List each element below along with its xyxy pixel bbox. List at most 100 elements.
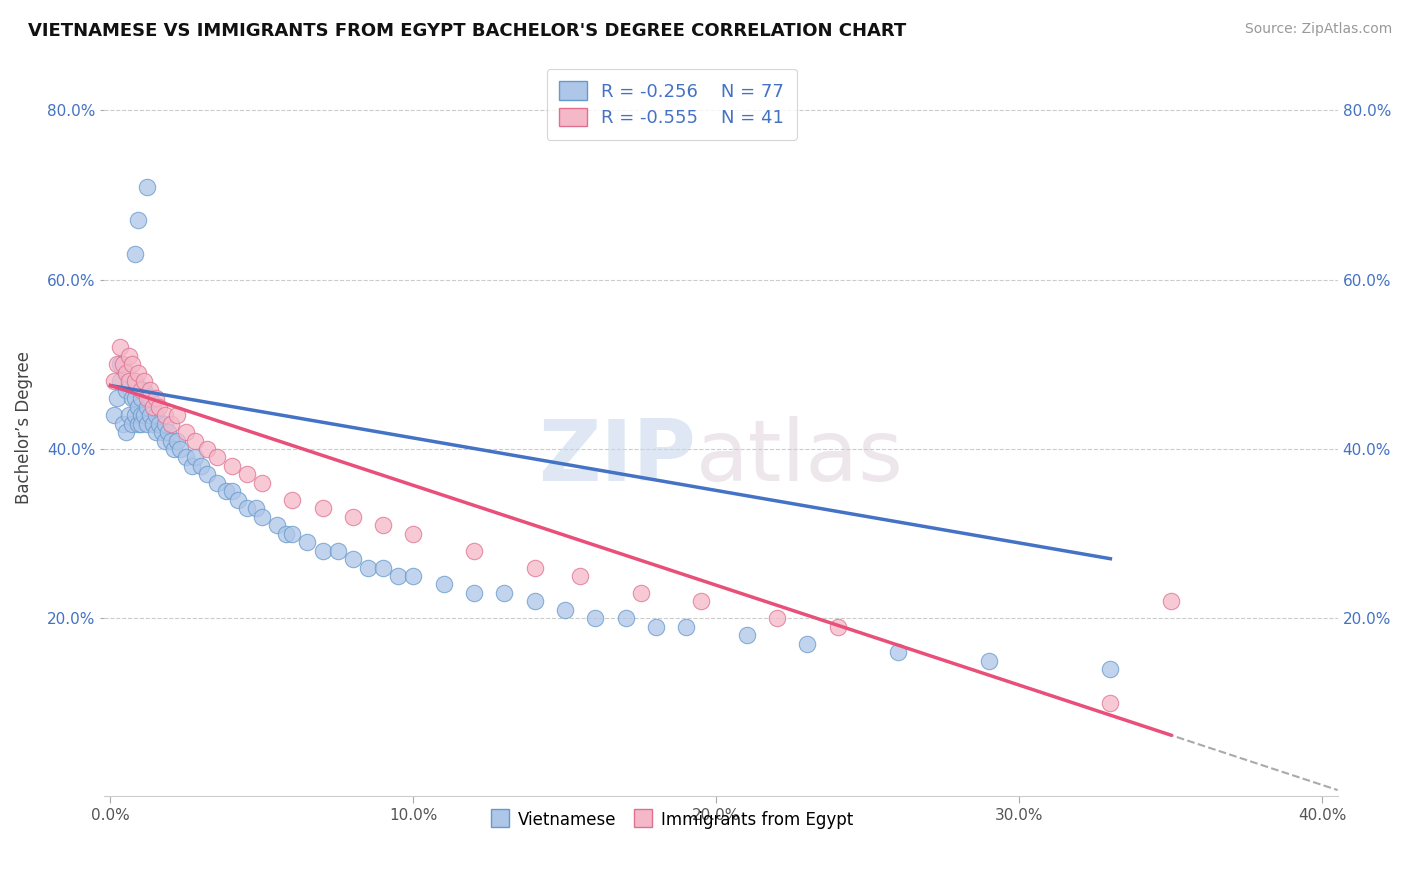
Point [184,450,207,465]
Point [281,526,304,541]
Point [129,417,152,431]
Point [105,357,128,371]
Point [236,501,259,516]
Point [675,620,697,634]
Point [118,374,141,388]
Point [373,560,395,574]
Point [357,560,380,574]
Point [166,408,188,422]
Point [153,417,176,431]
Point [124,408,146,422]
Point [221,458,243,473]
Point [121,391,143,405]
Point [236,467,259,482]
Point [174,425,197,439]
Point [121,417,143,431]
Point [796,637,818,651]
Point [197,467,219,482]
Point [1160,594,1182,608]
Point [221,484,243,499]
Point [111,357,134,371]
Point [184,434,207,448]
Text: ZIP: ZIP [538,416,696,499]
Point [387,569,409,583]
Point [118,349,141,363]
Point [127,400,149,414]
Point [127,366,149,380]
Point [583,611,606,625]
Point [181,458,204,473]
Text: VIETNAMESE VS IMMIGRANTS FROM EGYPT BACHELOR'S DEGREE CORRELATION CHART: VIETNAMESE VS IMMIGRANTS FROM EGYPT BACH… [28,22,907,40]
Point [569,569,592,583]
Point [103,374,125,388]
Point [326,543,349,558]
Point [205,450,228,465]
Point [297,535,319,549]
Point [153,408,176,422]
Point [190,458,212,473]
Point [145,408,167,422]
Point [118,408,141,422]
Text: atlas: atlas [696,416,904,499]
Point [160,417,183,431]
Point [124,391,146,405]
Point [614,611,637,625]
Point [174,450,197,465]
Point [163,442,186,456]
Point [979,654,1001,668]
Point [129,391,152,405]
Point [827,620,849,634]
Point [311,501,333,516]
Point [135,417,157,431]
Point [139,408,162,422]
Point [145,391,167,405]
Point [266,518,288,533]
Point [887,645,910,659]
Point [139,383,162,397]
Point [766,611,789,625]
Point [373,518,395,533]
Point [135,400,157,414]
Point [114,425,136,439]
Point [250,509,273,524]
Point [463,543,485,558]
Point [342,509,364,524]
Point [124,374,146,388]
Point [205,475,228,490]
Point [214,484,236,499]
Point [402,526,425,541]
Point [276,526,298,541]
Point [142,400,165,414]
Point [150,425,173,439]
Point [111,417,134,431]
Point [127,213,149,227]
Point [108,340,131,354]
Point [311,543,333,558]
Point [148,417,170,431]
Point [132,383,155,397]
Point [169,442,191,456]
Point [132,408,155,422]
Point [281,492,304,507]
Point [135,179,157,194]
Point [433,577,456,591]
Point [1099,696,1122,710]
Point [121,357,143,371]
Point [114,366,136,380]
Point [735,628,758,642]
Point [108,374,131,388]
Point [132,374,155,388]
Point [644,620,666,634]
Point [402,569,425,583]
Point [142,417,165,431]
Point [690,594,713,608]
Point [145,425,167,439]
Point [463,586,485,600]
Point [166,434,188,448]
Point [129,383,152,397]
Point [554,603,576,617]
Point [250,475,273,490]
Point [129,408,152,422]
Point [1099,662,1122,676]
Point [494,586,516,600]
